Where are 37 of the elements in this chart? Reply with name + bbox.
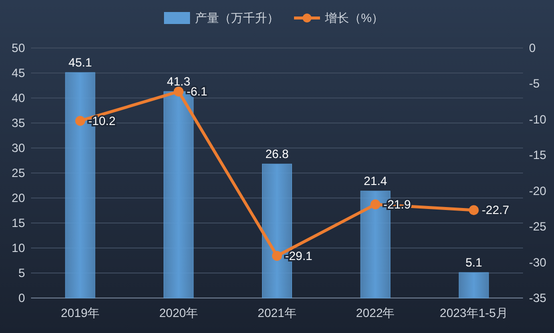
y-tick-label: 15 bbox=[12, 216, 26, 230]
y2-tick-label: -20 bbox=[529, 184, 547, 198]
y2-tick-label: -5 bbox=[529, 76, 540, 91]
bar bbox=[458, 272, 489, 298]
y2-tick-label: -15 bbox=[529, 148, 547, 162]
y-tick-label: 0 bbox=[18, 291, 26, 305]
data-label: 45.1 bbox=[68, 56, 92, 70]
point bbox=[174, 86, 184, 97]
point bbox=[468, 205, 479, 216]
y-tick-label: 25 bbox=[12, 166, 26, 180]
y2-tick-label: -10 bbox=[529, 112, 547, 126]
x-tick-label: 2020年 bbox=[159, 306, 198, 320]
y-tick-label: 30 bbox=[12, 141, 26, 155]
point bbox=[75, 116, 86, 126]
point bbox=[272, 250, 282, 261]
y-tick-label: 45 bbox=[12, 66, 26, 80]
y-tick-label: 50 bbox=[12, 41, 26, 55]
legend-label: 产量（万千升） bbox=[195, 11, 279, 25]
x-tick-label: 2022年 bbox=[356, 306, 395, 320]
x-tick-label: 2021年 bbox=[258, 306, 296, 320]
data-label: 26.8 bbox=[265, 147, 289, 161]
y-tick-label: 20 bbox=[12, 191, 26, 205]
y-tick-label: 40 bbox=[12, 91, 26, 105]
x-tick-label: 2023年1-5月 bbox=[440, 306, 508, 320]
y2-tick-label: -30 bbox=[529, 255, 547, 270]
legend-label: 增长（%） bbox=[324, 11, 384, 25]
y2-tick-label: -35 bbox=[529, 291, 547, 305]
x-tick-label: 2019年 bbox=[60, 306, 100, 320]
y-tick-label: 5 bbox=[18, 266, 26, 280]
point bbox=[370, 199, 380, 210]
y-tick-label: 10 bbox=[12, 241, 26, 255]
y2-tick-label: 0 bbox=[529, 41, 536, 55]
y-tick-label: 35 bbox=[12, 116, 26, 130]
data-label: 5.1 bbox=[465, 256, 482, 270]
data-label: -22.7 bbox=[482, 203, 510, 218]
data-label: 21.4 bbox=[364, 174, 388, 188]
y2-tick-label: -25 bbox=[529, 220, 547, 234]
